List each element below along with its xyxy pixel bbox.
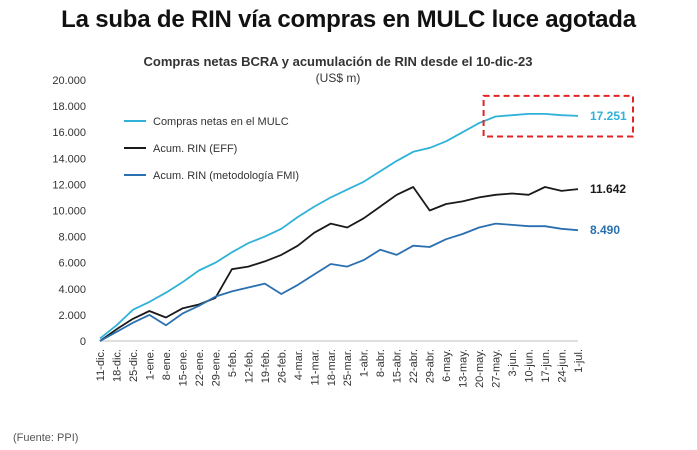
y-tick-label: 10.000 — [52, 206, 86, 218]
x-tick-label: 25-mar. — [342, 349, 354, 386]
x-tick-label: 27-may. — [491, 349, 503, 388]
x-tick-label: 15-ene. — [177, 349, 189, 386]
x-tick-label: 18-mar. — [326, 349, 338, 386]
chart-title: Compras netas BCRA y acumulación de RIN … — [144, 54, 533, 69]
x-tick-label: 18-dic. — [111, 349, 123, 382]
legend-label-1: Compras netas en el MULC — [153, 116, 289, 128]
chart-subtitle: (US$ m) — [316, 71, 361, 85]
series-line-1 — [99, 113, 579, 340]
x-tick-label: 29-abr. — [425, 349, 437, 383]
series-lines — [99, 113, 579, 342]
end-labels: 17.251 11.642 8.490 — [590, 109, 627, 237]
x-tick-label: 26-feb. — [276, 349, 288, 383]
x-tick-label: 1-jul. — [573, 349, 585, 373]
x-tick-label: 11-dic. — [95, 349, 107, 381]
x-tick-label: 13-may. — [458, 349, 470, 388]
x-tick-label: 6-may. — [441, 349, 453, 382]
end-label-3: 8.490 — [590, 223, 620, 237]
x-tick-label: 8-ene. — [161, 349, 173, 380]
y-tick-label: 6.000 — [58, 258, 86, 270]
y-tick-label: 8.000 — [58, 232, 86, 244]
y-tick-label: 20.000 — [52, 75, 86, 87]
x-tick-label: 24-jun. — [557, 349, 569, 383]
chart: Compras netas BCRA y acumulación de RIN … — [52, 54, 634, 388]
x-tick-label: 3-jun. — [507, 349, 519, 377]
x-tick-label: 17-jun. — [540, 349, 552, 383]
legend-label-3: Acum. RIN (metodología FMI) — [153, 170, 299, 182]
y-tick-label: 0 — [80, 336, 86, 348]
y-tick-label: 12.000 — [52, 179, 86, 191]
headline: La suba de RIN vía compras en MULC luce … — [61, 6, 636, 33]
x-tick-label: 12-feb. — [243, 349, 255, 383]
end-label-2: 11.642 — [590, 182, 626, 196]
highlight-box — [482, 94, 634, 138]
x-tick-label: 19-feb. — [260, 349, 272, 383]
y-tick-label: 14.000 — [52, 153, 86, 165]
x-tick-label: 29-ene. — [210, 349, 222, 386]
x-tick-label: 8-abr. — [375, 349, 387, 377]
x-tick-label: 10-jun. — [524, 349, 536, 383]
y-tick-label: 4.000 — [58, 284, 86, 296]
x-tick-label: 22-ene. — [194, 349, 206, 386]
x-tick-label: 22-abr. — [408, 349, 420, 383]
legend: Compras netas en el MULC Acum. RIN (EFF) A… — [124, 116, 299, 182]
x-axis: 11-dic. 18-dic. 25-dic. 1-ene. 8-ene. 15-ene.… — [95, 340, 585, 388]
x-tick-label: 4-mar. — [293, 349, 305, 380]
x-tick-label: 20-may. — [474, 349, 486, 388]
x-tick-label: 11-mar. — [309, 349, 321, 385]
y-tick-label: 2.000 — [58, 310, 86, 322]
x-tick-label: 15-abr. — [392, 349, 404, 383]
y-axis: 0 2.000 4.000 6.000 8.000 10.000 12.000 14.000 1… — [52, 75, 86, 348]
source-note: (Fuente: PPI) — [13, 432, 79, 444]
x-tick-label: 1-ene. — [144, 349, 156, 380]
x-tick-label: 5-feb. — [227, 349, 239, 377]
y-tick-label: 16.000 — [52, 127, 86, 139]
end-label-1: 17.251 — [590, 109, 627, 123]
highlight-dashed-box — [482, 94, 634, 138]
x-tick-label: 1-abr. — [359, 349, 371, 377]
y-tick-label: 18.000 — [52, 101, 86, 113]
legend-label-2: Acum. RIN (EFF) — [153, 143, 237, 155]
series-line-3 — [99, 222, 579, 342]
x-tick-label: 25-dic. — [128, 349, 140, 382]
series-line-2 — [99, 186, 579, 342]
